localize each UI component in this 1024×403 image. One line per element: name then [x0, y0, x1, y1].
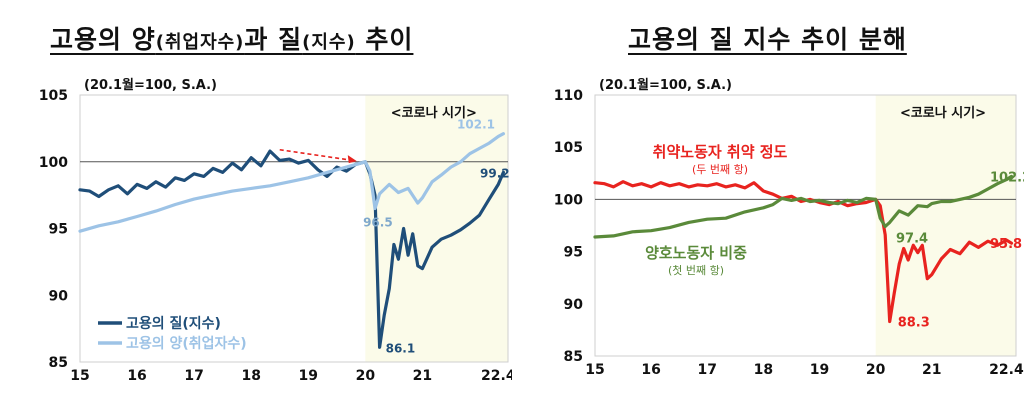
right-chart: 85 90 95 100 105 110 15 16 17 18 19 20 21 22.4 (20.1월=… [554, 77, 1024, 378]
title-part: 과 질 [244, 25, 303, 54]
left-chart-panel: 고용의 양(취업자수)과 질(지수) 추이 85 90 95 100 105 15 16 17… [39, 20, 512, 384]
x-tick-label: 16 [127, 368, 146, 384]
legend-label-quantity: 고용의 양(취업자수) [126, 335, 247, 352]
title-part: 고용의 양 [50, 25, 156, 54]
annotation-label: 88.3 [898, 316, 930, 331]
title-part: 추이 [355, 25, 414, 54]
x-tick-label: 19 [810, 362, 829, 378]
annotation-label: 102.2 [990, 170, 1024, 185]
trend-arrow-head [347, 155, 357, 164]
series-label-green: 양호노동자 비중 [645, 244, 747, 262]
x-tick-label: 22.4 [989, 362, 1024, 378]
y-tick-label: 95 [564, 245, 583, 261]
x-tick-label: 22.4 [481, 368, 512, 384]
x-tick-label: 16 [641, 362, 660, 378]
annotation-label: 102.1 [457, 118, 495, 132]
series-sublabel-red: (두 번째 항) [692, 163, 748, 176]
annotation-label: 96.5 [363, 215, 393, 229]
covid-period-shade [365, 95, 508, 362]
x-tick-label: 21 [922, 362, 941, 378]
unit-note: (20.1월=100, S.A.) [599, 77, 732, 93]
y-tick-label: 85 [564, 349, 583, 365]
x-tick-label: 19 [299, 368, 318, 384]
y-tick-label: 85 [49, 355, 68, 371]
y-tick-label: 105 [39, 88, 68, 104]
x-tick-label: 20 [356, 368, 376, 384]
y-tick-label: 100 [39, 155, 68, 171]
x-tick-label: 20 [866, 362, 886, 378]
series-line [593, 174, 1014, 239]
y-tick-label: 90 [49, 288, 69, 304]
x-tick-label: 18 [754, 362, 773, 378]
y-tick-label: 95 [49, 222, 68, 238]
series-sublabel-green: (첫 번째 항) [668, 264, 724, 277]
y-tick-label: 90 [564, 297, 584, 313]
covid-period-label: <코로나 시기> [900, 105, 986, 121]
x-tick-label: 17 [184, 368, 203, 384]
x-tick-label: 15 [70, 368, 89, 384]
right-chart-panel: 고용의 질 지수 추이 분해 85 90 95 100 105 110 15 16 17 18 19… [520, 0, 1024, 403]
series-label-red: 취약노동자 취약 정도 [653, 143, 788, 161]
x-tick-label: 17 [698, 362, 717, 378]
left-chart: 85 90 95 100 105 15 16 17 18 19 20 21 22.4 (20.1월=100… [39, 77, 512, 384]
left-chart-title: 고용의 양(취업자수)과 질(지수) 추이 [50, 20, 413, 56]
annotation-label: 95.8 [990, 237, 1022, 252]
y-tick-label: 105 [554, 140, 583, 156]
y-tick-label: 100 [554, 192, 583, 208]
x-tick-label: 21 [413, 368, 432, 384]
legend-label-quality: 고용의 질(지수) [126, 315, 221, 332]
title-part: (취업자수) [155, 32, 245, 53]
plot-frame [594, 94, 1017, 357]
right-chart-title: 고용의 질 지수 추이 분해 [628, 25, 907, 54]
plot-frame [79, 94, 509, 363]
title-part: (지수) [302, 32, 356, 53]
x-tick-label: 18 [241, 368, 260, 384]
unit-note: (20.1월=100, S.A.) [84, 77, 217, 93]
annotation-label: 99.2 [480, 166, 510, 180]
y-tick-label: 110 [554, 88, 583, 104]
covid-period-shade [875, 95, 1016, 356]
x-tick-label: 15 [585, 362, 604, 378]
trend-arrow-line [279, 148, 353, 162]
annotation-label: 86.1 [386, 341, 416, 355]
covid-period-label: <코로나 시기> [391, 105, 477, 121]
series-line [78, 132, 505, 233]
annotation-label: 97.4 [896, 232, 928, 247]
